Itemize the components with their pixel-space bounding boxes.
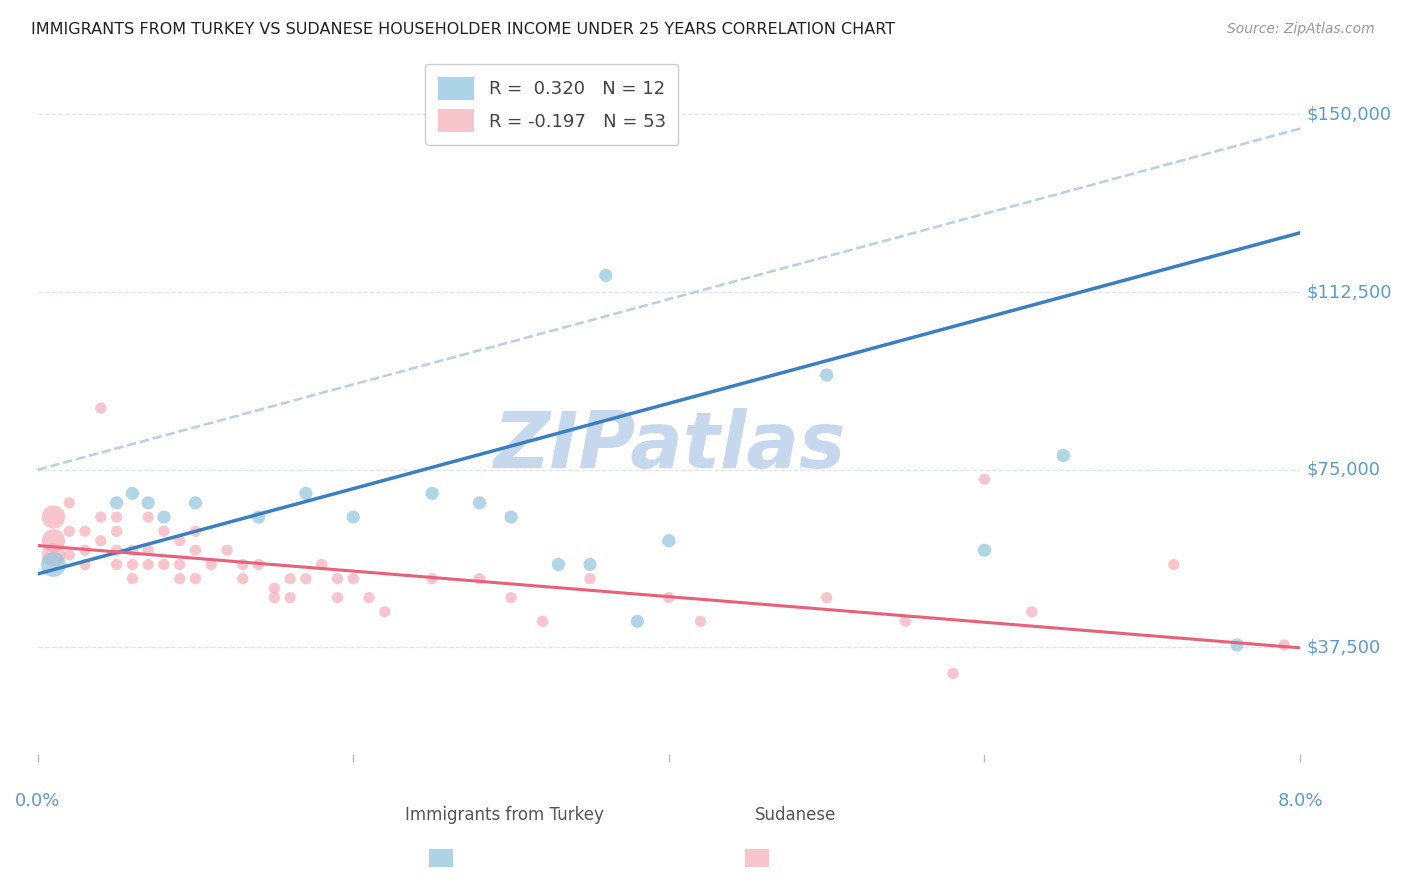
Point: [973, 543, 995, 558]
Point: [420, 572, 443, 586]
Point: [1163, 558, 1185, 572]
Point: [42, 558, 65, 572]
Point: [311, 558, 333, 572]
Text: 8.0%: 8.0%: [1277, 792, 1323, 811]
Point: [232, 572, 254, 586]
Point: [169, 572, 191, 586]
Text: $112,500: $112,500: [1306, 283, 1392, 301]
Point: [184, 496, 207, 510]
Point: [58, 496, 80, 510]
Point: [90, 533, 112, 548]
Point: [136, 558, 159, 572]
Point: [105, 543, 128, 558]
Point: [295, 486, 318, 500]
Point: [58, 524, 80, 539]
Text: 0.0%: 0.0%: [15, 792, 60, 811]
Point: [263, 591, 285, 605]
Point: [1226, 638, 1249, 652]
Point: [58, 548, 80, 562]
Point: [894, 615, 917, 629]
Point: [815, 591, 838, 605]
Point: [547, 558, 569, 572]
Point: [73, 558, 96, 572]
Point: [1052, 449, 1074, 463]
Point: [326, 591, 349, 605]
Point: [200, 558, 222, 572]
Text: ZIPatlas: ZIPatlas: [492, 409, 845, 484]
Point: [136, 510, 159, 524]
Point: [42, 510, 65, 524]
Text: $150,000: $150,000: [1306, 105, 1392, 123]
Point: [121, 543, 143, 558]
Point: [105, 496, 128, 510]
Legend: R =  0.320   N = 12, R = -0.197   N = 53: R = 0.320 N = 12, R = -0.197 N = 53: [426, 64, 678, 145]
Point: [184, 543, 207, 558]
Point: [153, 558, 176, 572]
Point: [169, 558, 191, 572]
Text: Immigrants from Turkey: Immigrants from Turkey: [405, 806, 605, 824]
Point: [1272, 638, 1295, 652]
Point: [374, 605, 396, 619]
Point: [278, 591, 301, 605]
Point: [658, 533, 681, 548]
Point: [121, 558, 143, 572]
Point: [942, 666, 965, 681]
Point: [73, 524, 96, 539]
Point: [420, 486, 443, 500]
Point: [136, 496, 159, 510]
Point: [184, 572, 207, 586]
Point: [184, 524, 207, 539]
Point: [689, 615, 711, 629]
Point: [153, 524, 176, 539]
Point: [263, 581, 285, 595]
Point: [121, 486, 143, 500]
Point: [499, 591, 522, 605]
Point: [169, 533, 191, 548]
Point: [468, 572, 491, 586]
Point: [42, 548, 65, 562]
Point: [658, 591, 681, 605]
Point: [232, 558, 254, 572]
Point: [326, 572, 349, 586]
Point: [121, 572, 143, 586]
Point: [626, 615, 648, 629]
Point: [357, 591, 380, 605]
Point: [342, 510, 364, 524]
Text: IMMIGRANTS FROM TURKEY VS SUDANESE HOUSEHOLDER INCOME UNDER 25 YEARS CORRELATION: IMMIGRANTS FROM TURKEY VS SUDANESE HOUSE…: [31, 22, 896, 37]
Point: [973, 472, 995, 486]
Point: [1021, 605, 1043, 619]
Point: [105, 524, 128, 539]
Point: [136, 543, 159, 558]
Point: [278, 572, 301, 586]
Text: Sudanese: Sudanese: [755, 806, 835, 824]
Point: [90, 510, 112, 524]
Point: [73, 543, 96, 558]
Point: [342, 572, 364, 586]
Text: $37,500: $37,500: [1306, 639, 1381, 657]
Point: [215, 543, 238, 558]
Point: [105, 510, 128, 524]
Point: [595, 268, 617, 283]
Text: Source: ZipAtlas.com: Source: ZipAtlas.com: [1227, 22, 1375, 37]
Point: [295, 572, 318, 586]
Point: [579, 558, 602, 572]
Text: $75,000: $75,000: [1306, 460, 1381, 479]
Point: [247, 558, 270, 572]
Point: [468, 496, 491, 510]
Point: [105, 558, 128, 572]
Point: [42, 533, 65, 548]
Point: [153, 510, 176, 524]
Point: [815, 368, 838, 382]
Point: [579, 572, 602, 586]
Point: [247, 510, 270, 524]
Point: [90, 401, 112, 416]
Point: [499, 510, 522, 524]
Point: [531, 615, 554, 629]
